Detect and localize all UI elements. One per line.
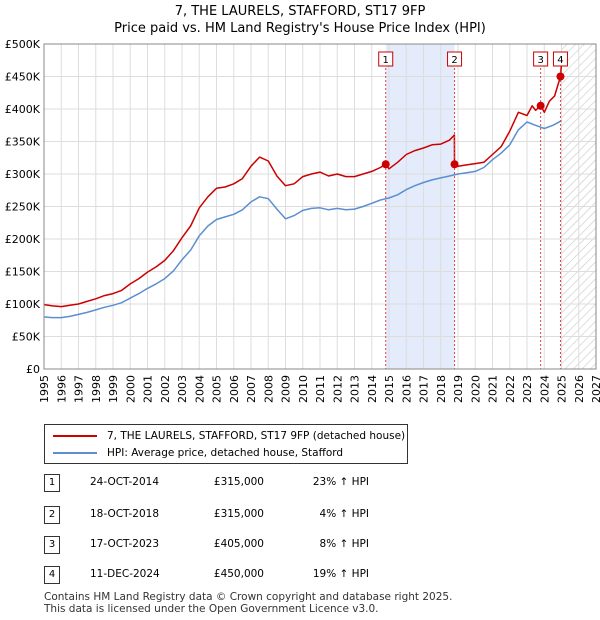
transaction-number: 1 <box>44 474 60 492</box>
transaction-number: 4 <box>44 566 60 584</box>
sale-point <box>381 160 390 169</box>
transaction-date: 24-OCT-2014 <box>90 476 159 488</box>
sale-point <box>450 160 459 169</box>
x-tick-label: 2017 <box>418 375 431 403</box>
y-tick-label: £300K <box>5 168 41 181</box>
hpi-series-line <box>44 120 562 319</box>
price-chart: £0 £50K £100K £150K £200K £250K £300K £350K £400… <box>5 38 600 403</box>
x-tick-label: 1998 <box>90 375 103 403</box>
sale-marker-box <box>552 51 568 67</box>
x-tick-label: 2013 <box>349 375 362 403</box>
transaction-hpi: 19% ↑ HPI <box>312 568 369 580</box>
sale-marker-label: 1 <box>383 55 389 66</box>
transaction-hpi: 23% ↑ HPI <box>312 476 369 488</box>
transaction-date: 11-DEC-2024 <box>90 568 160 580</box>
x-tick-label: 2024 <box>538 375 551 403</box>
transaction-price: £405,000 <box>213 538 264 550</box>
y-tick-label: £100K <box>5 298 41 311</box>
legend-swatch-hpi <box>53 452 97 454</box>
x-tick-label: 2022 <box>504 375 517 403</box>
y-tick-label: £250K <box>5 201 41 214</box>
x-tick-label: 2012 <box>331 375 344 403</box>
x-tick-label: 2027 <box>590 375 600 403</box>
y-tick-label: £0 <box>26 363 40 376</box>
sale-point <box>556 72 565 81</box>
x-tick-label: 2021 <box>487 375 500 403</box>
chart-legend: 7, THE LAURELS, STAFFORD, ST17 9FP (deta… <box>44 424 408 464</box>
sale-marker-label: 3 <box>537 55 543 66</box>
footer-line-1: Contains HM Land Registry data © Crown c… <box>44 591 453 603</box>
y-tick-label: £450K <box>5 71 41 84</box>
transaction-date: 18-OCT-2018 <box>90 508 159 520</box>
transaction-date: 17-OCT-2023 <box>90 538 159 550</box>
y-tick-label: £400K <box>5 103 41 116</box>
x-tick-label: 2011 <box>314 375 327 403</box>
y-tick-label: £500K <box>5 38 41 51</box>
y-tick-label: £50K <box>12 331 41 344</box>
x-tick-label: 2023 <box>521 375 534 403</box>
y-tick-label: £200K <box>5 233 41 246</box>
x-tick-label: 2005 <box>211 375 224 403</box>
x-tick-label: 2009 <box>280 375 293 403</box>
legend-item-property: 7, THE LAURELS, STAFFORD, ST17 9FP (deta… <box>53 429 405 443</box>
plot-frame <box>43 43 597 370</box>
sale-marker-box <box>533 51 549 67</box>
x-tick-label: 2000 <box>124 375 137 403</box>
sale-marker-box <box>447 51 463 67</box>
x-tick-label: 1995 <box>38 375 51 403</box>
x-tick-label: 2010 <box>297 375 310 403</box>
legend-item-hpi: HPI: Average price, detached house, Staf… <box>53 446 343 460</box>
x-tick-label: 2003 <box>176 375 189 403</box>
legend-swatch-property <box>53 435 97 437</box>
x-tick-label: 2015 <box>383 375 396 403</box>
x-tick-label: 1996 <box>55 375 68 403</box>
x-tick-label: 2020 <box>469 375 482 403</box>
x-tick-label: 2025 <box>556 375 569 403</box>
y-tick-label: £350K <box>5 136 41 149</box>
transaction-number: 2 <box>44 506 60 524</box>
x-tick-label: 2019 <box>452 375 465 403</box>
footer-line-2: This data is licensed under the Open Gov… <box>44 603 379 615</box>
x-tick-label: 2016 <box>400 375 413 403</box>
x-tick-label: 2006 <box>228 375 241 403</box>
sale-point <box>536 101 545 110</box>
x-tick-label: 2004 <box>193 375 206 403</box>
transaction-hpi: 8% ↑ HPI <box>319 538 369 550</box>
x-tick-label: 1997 <box>73 375 86 403</box>
x-tick-label: 1999 <box>107 375 120 403</box>
x-tick-label: 2002 <box>159 375 172 403</box>
transaction-hpi: 4% ↑ HPI <box>319 508 369 520</box>
chart-subtitle: Price paid vs. HM Land Registry's House … <box>114 21 486 36</box>
chart-title: 7, THE LAURELS, STAFFORD, ST17 9FP <box>174 4 426 19</box>
legend-label-property: 7, THE LAURELS, STAFFORD, ST17 9FP (deta… <box>107 430 406 442</box>
x-tick-label: 2007 <box>245 375 258 403</box>
sale-marker-label: 4 <box>557 55 563 66</box>
y-tick-label: £150K <box>5 266 41 279</box>
property-series-line <box>44 63 563 308</box>
footer-attribution: Contains HM Land Registry data © Crown c… <box>44 591 452 615</box>
x-tick-label: 2008 <box>262 375 275 403</box>
legend-label-hpi: HPI: Average price, detached house, Staf… <box>107 447 344 459</box>
transaction-price: £315,000 <box>213 476 264 488</box>
x-tick-label: 2018 <box>435 375 448 403</box>
transaction-price: £315,000 <box>213 508 264 520</box>
sale-marker-box <box>378 51 394 67</box>
transaction-price: £450,000 <box>213 568 264 580</box>
sale-marker-label: 2 <box>451 55 457 66</box>
x-tick-label: 2014 <box>366 375 379 403</box>
x-tick-label: 2026 <box>573 375 586 403</box>
transaction-number: 3 <box>44 536 60 554</box>
x-tick-label: 2001 <box>142 375 155 403</box>
